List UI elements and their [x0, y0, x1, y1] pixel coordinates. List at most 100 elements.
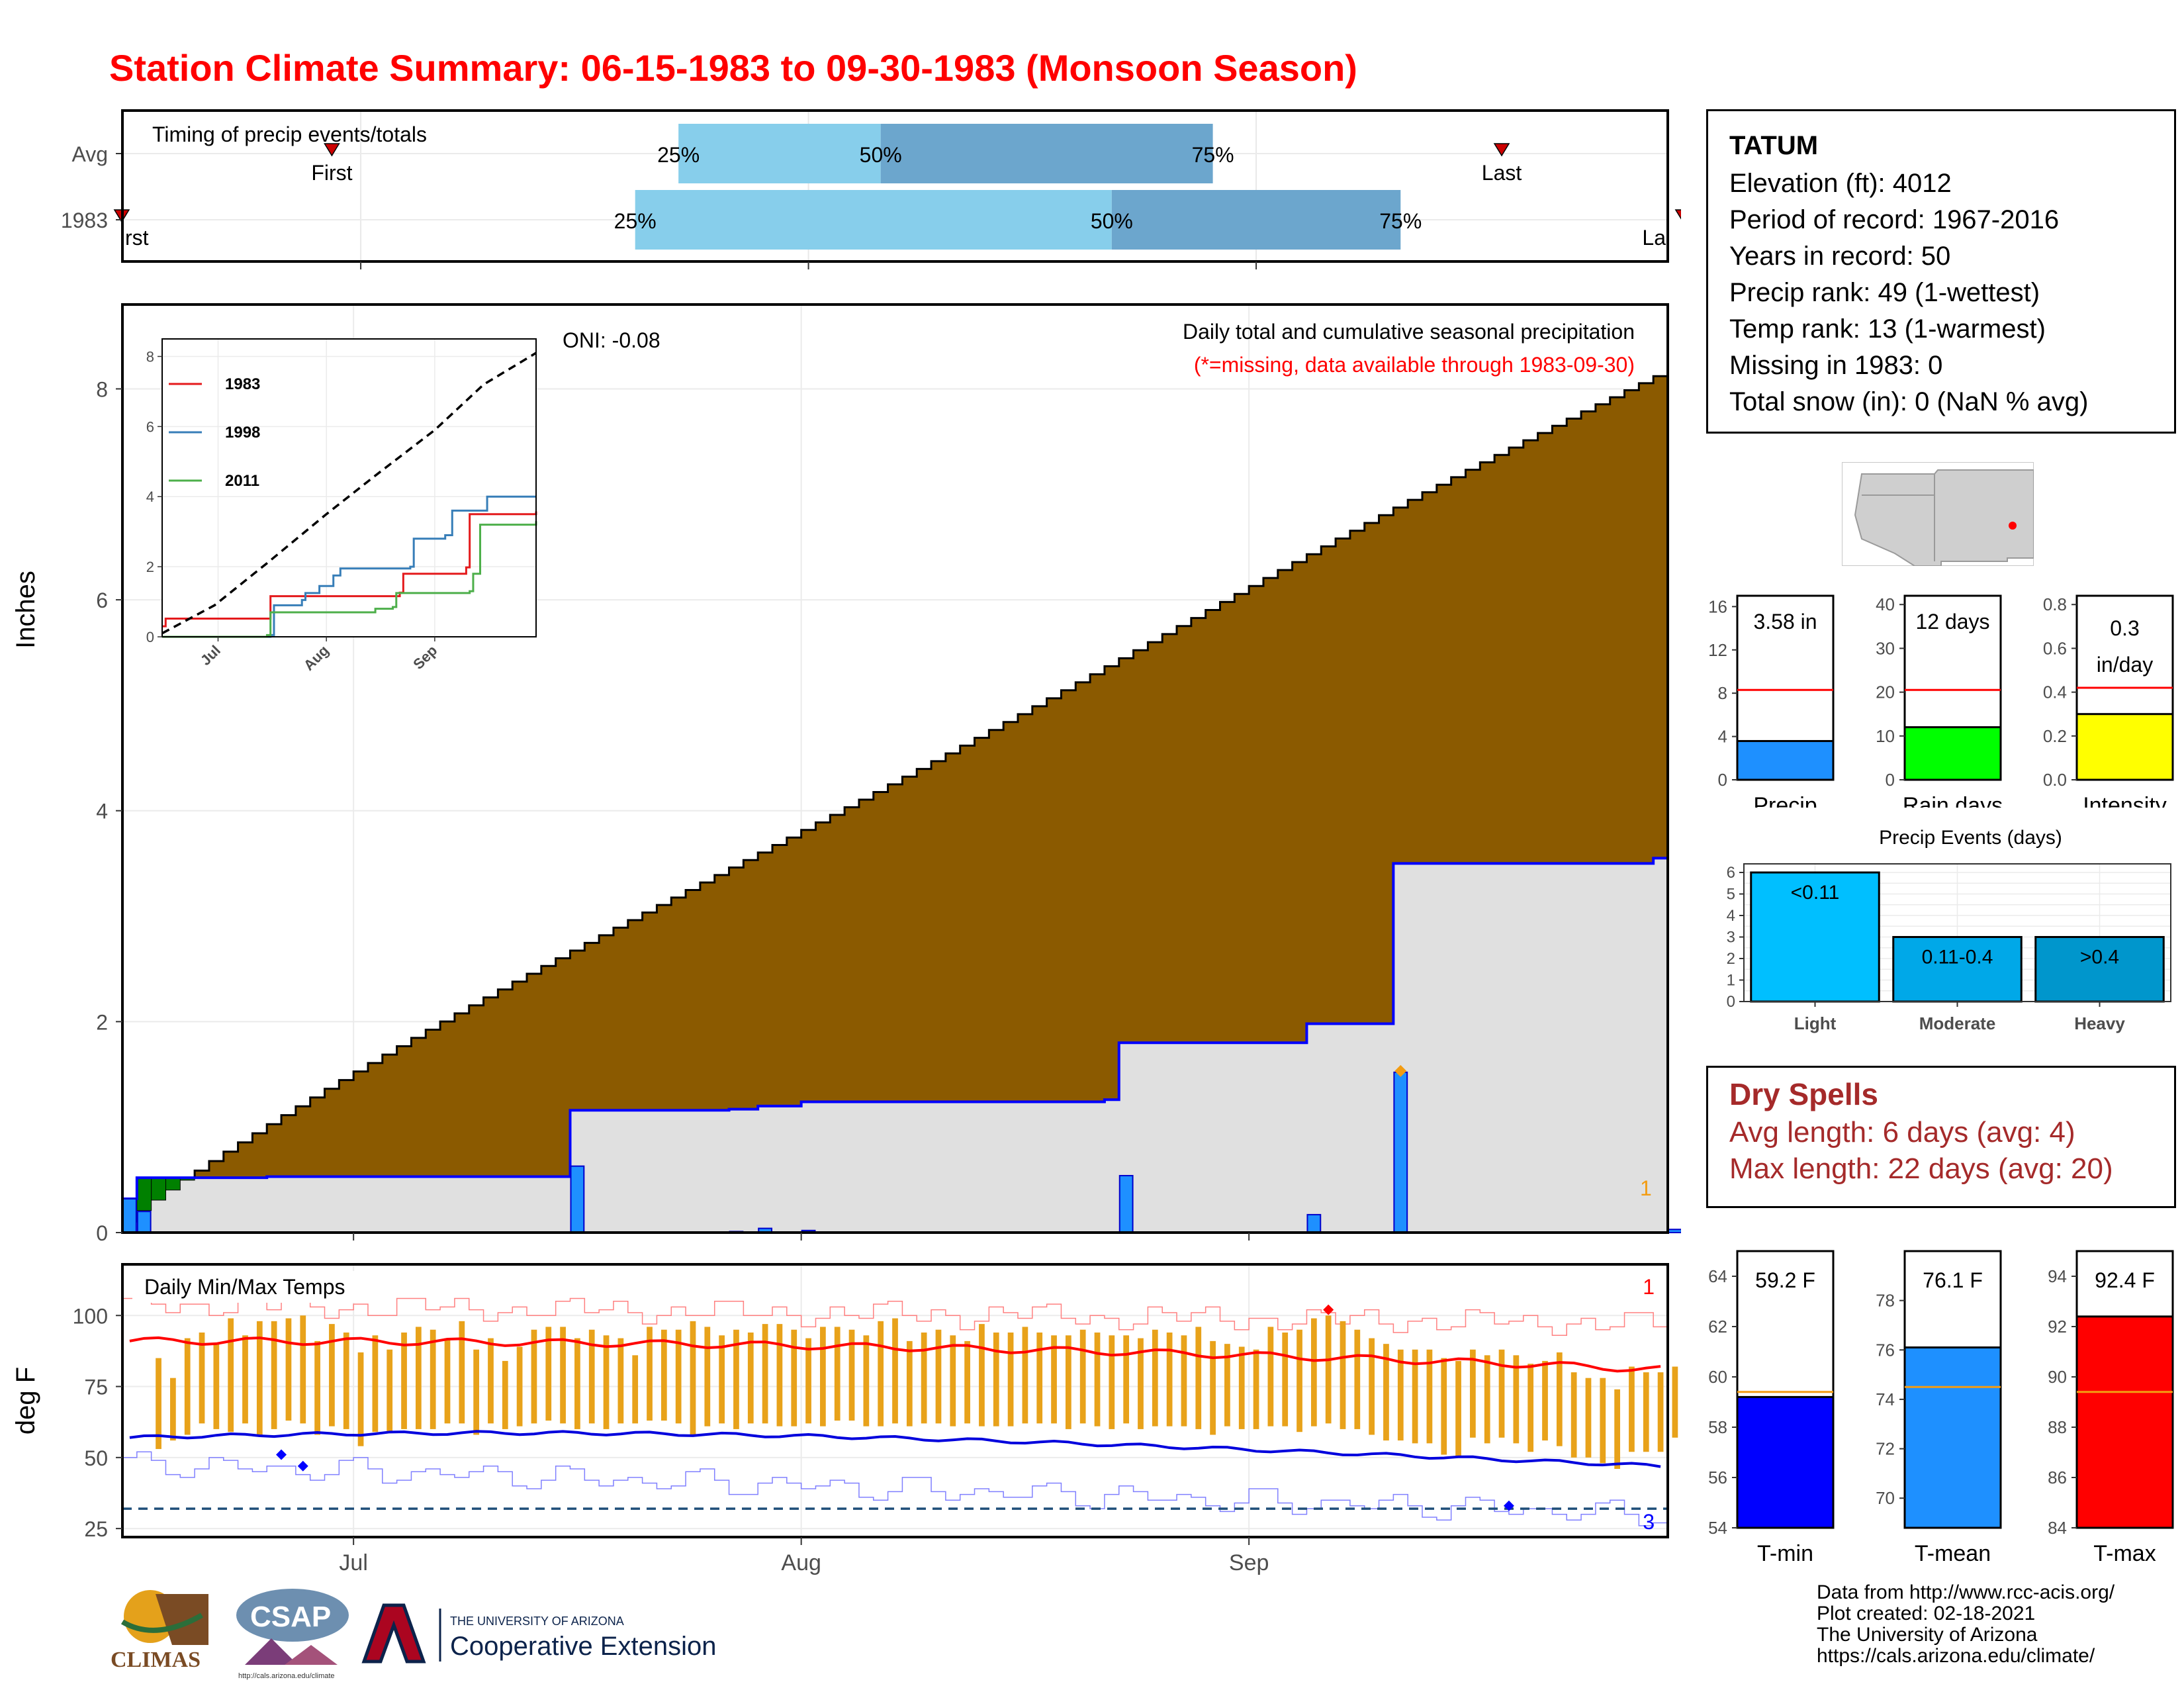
daily-temp-bar — [1600, 1378, 1606, 1464]
ua-logo: THE UNIVERSITY OF ARIZONA Cooperative Ex… — [361, 1603, 716, 1664]
daily-temp-bar — [1354, 1329, 1361, 1429]
summary-y-tick-label: 0.6 — [2043, 638, 2067, 658]
precip-frame — [121, 303, 1669, 1234]
summary-y-tick-label: 20 — [1876, 682, 1895, 702]
daily-temp-bar — [1369, 1338, 1375, 1435]
summary-y-tick-label: 78 — [1876, 1291, 1895, 1311]
daily-temp-bar — [617, 1338, 624, 1424]
inset-series-avg — [161, 352, 537, 635]
daily-temp-bar — [415, 1327, 422, 1429]
events-bar-label: <0.11 — [1791, 882, 1840, 904]
daily-temp-bar — [271, 1321, 277, 1429]
summary-y-tick-label: 0 — [1886, 770, 1895, 790]
daily-temp-bar — [1036, 1333, 1043, 1424]
daily-temp-bar — [950, 1335, 956, 1427]
summary-title: T-min — [1757, 1541, 1813, 1566]
daily-temp-bar — [199, 1333, 205, 1424]
station-location-marker — [2009, 522, 2017, 530]
summary-y-tick-label: 30 — [1876, 638, 1895, 658]
daily-temp-bar — [560, 1327, 566, 1424]
daily-temp-bar — [213, 1344, 220, 1429]
summary-y-tick-label: 58 — [1708, 1417, 1727, 1437]
daily-temp-bar — [863, 1335, 870, 1427]
credit-line: Data from http://www.rcc-acis.org/ — [1817, 1581, 2115, 1603]
precip-summary-bars: 3.58 in 0 4 8 12 16 Precip 12 days 0 10 20 30 40 Rain… — [1708, 594, 2174, 808]
inset-series-1998 — [162, 495, 536, 638]
daily-temp-bar — [647, 1327, 653, 1421]
timing-chart: 25% 50% 75% First Last Avg 25% 50% 75% rst La 1983 T… — [61, 109, 1681, 269]
daily-temp-bar — [632, 1355, 639, 1424]
daily-temp-bar — [1498, 1349, 1505, 1438]
daily-temp-bar — [935, 1329, 942, 1424]
timing-label-50: 50% — [1091, 209, 1133, 233]
daily-temp-bar — [1657, 1372, 1664, 1452]
daily-temp-bar — [1643, 1372, 1649, 1452]
temps-frame — [121, 1263, 1669, 1538]
summary-value-label: 76.1 F — [1923, 1268, 1983, 1292]
daily-temp-bar — [1470, 1349, 1476, 1438]
daily-temp-bar — [387, 1349, 393, 1432]
daily-temp-bar — [1441, 1358, 1447, 1455]
daily-temp-bar — [170, 1378, 176, 1441]
record-max-line — [122, 1289, 1668, 1336]
daily-temp-bar — [1152, 1329, 1158, 1427]
events-frame — [1743, 863, 2171, 1002]
record-min-marker — [276, 1449, 287, 1460]
precip-chart-title: Daily total and cumulative seasonal prec… — [1183, 320, 1635, 344]
daily-temp-bar — [285, 1318, 292, 1421]
daily-temp-bar — [357, 1352, 364, 1446]
y-axis-label: Inches — [11, 571, 40, 649]
summary-y-tick-label: 64 — [1708, 1266, 1727, 1286]
summary-y-tick-label: 84 — [2048, 1518, 2067, 1538]
inset-y-tick-label: 2 — [146, 559, 154, 575]
ua-line1: THE UNIVERSITY OF ARIZONA — [450, 1615, 624, 1628]
record-max-marker — [1323, 1304, 1334, 1315]
summary-value-bar — [1903, 1346, 2002, 1529]
daily-temp-bar — [848, 1329, 855, 1421]
avg-cumulative-area — [121, 375, 1669, 1234]
station-info-box: TATUM Elevation (ft): 4012 Period of reco… — [1706, 109, 2176, 434]
daily-temp-bar — [1066, 1335, 1071, 1429]
daily-temp-bar — [184, 1338, 191, 1435]
station-info-line: Precip rank: 49 (1-wettest) — [1729, 278, 2040, 307]
events-y-tick-label: 5 — [1727, 886, 1735, 904]
daily-temp-bar — [820, 1327, 826, 1427]
oni-label: ONI: -0.08 — [563, 328, 660, 352]
record-min-line — [122, 1451, 1668, 1526]
summary-y-tick-label: 0.2 — [2043, 726, 2067, 746]
x-tick-label: Sep — [1229, 1550, 1269, 1575]
summary-y-tick-label: 12 — [1708, 640, 1727, 660]
daily-temp-bar — [1007, 1333, 1014, 1427]
summary-y-tick-label: 94 — [2048, 1266, 2067, 1286]
y-tick-label: 8 — [96, 377, 108, 401]
summary-title: T-max — [2093, 1541, 2156, 1566]
daily-temp-bar — [964, 1340, 970, 1424]
csap-logo-text: CSAP — [250, 1601, 331, 1633]
events-y-tick-label: 2 — [1727, 950, 1735, 968]
daily-temp-bar — [430, 1329, 436, 1429]
inset-y-tick-label: 0 — [146, 629, 154, 645]
summary-value-label: 12 days — [1915, 610, 1989, 633]
legend-label: 2011 — [225, 472, 259, 490]
daily-temp-bar — [1282, 1333, 1289, 1427]
timing-row-label: 1983 — [61, 209, 108, 232]
daily-temp-bar — [531, 1329, 537, 1424]
credits: Data from http://www.rcc-acis.org/ Plot … — [1817, 1582, 2115, 1667]
temps-chart: 1 3 Daily Min/Max Temps 25 50 75 100 Jul Aug Sep d… — [11, 1263, 1678, 1575]
daily-temp-bar — [733, 1329, 739, 1429]
inset-y-tick-label: 8 — [146, 348, 154, 365]
summary-value-bar — [1736, 739, 1835, 781]
y-tick-label: 25 — [84, 1517, 108, 1541]
x-tick-label: Jul — [339, 1550, 367, 1575]
summary-value-label: 3.58 in — [1753, 610, 1817, 633]
summary-y-tick-label: 4 — [1718, 727, 1727, 747]
daily-temp-bar — [776, 1324, 783, 1427]
daily-temp-bar — [256, 1321, 263, 1435]
station-info-line: Years in record: 50 — [1729, 242, 1951, 271]
summary-y-tick-label: 76 — [1876, 1340, 1895, 1360]
events-title: Precip Events (days) — [1879, 827, 2062, 849]
credit-line: https://cals.arizona.edu/climate/ — [1817, 1645, 2095, 1667]
events-x-tick-label: Moderate — [1919, 1013, 1996, 1033]
station-details: Elevation (ft): 4012 Period of record: 19… — [1729, 165, 2174, 420]
temps-title-bg — [132, 1271, 377, 1303]
